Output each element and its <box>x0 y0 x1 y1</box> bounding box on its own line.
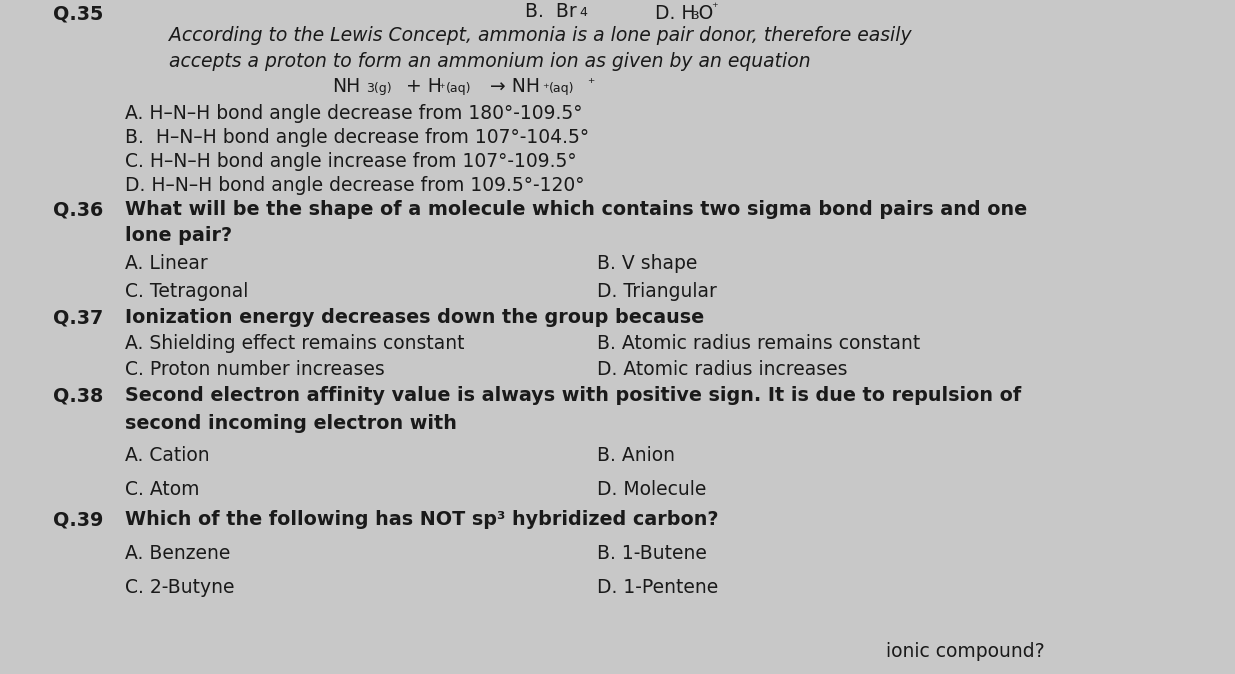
Text: D. 1-Pentene: D. 1-Pentene <box>597 578 719 597</box>
Text: → NH: → NH <box>484 77 541 96</box>
Text: Second electron affinity value is always with positive sign. It is due to repuls: Second electron affinity value is always… <box>125 386 1021 405</box>
Text: NH: NH <box>332 77 361 96</box>
Text: (aq): (aq) <box>446 82 472 95</box>
Text: B. V shape: B. V shape <box>597 254 698 273</box>
Text: Q.39: Q.39 <box>53 510 104 529</box>
Text: D. Molecule: D. Molecule <box>597 480 706 499</box>
Text: D. Atomic radius increases: D. Atomic radius increases <box>597 360 847 379</box>
Text: D. Triangular: D. Triangular <box>597 282 716 301</box>
Text: D. H–N–H bond angle decrease from 109.5°-120°: D. H–N–H bond angle decrease from 109.5°… <box>125 176 584 195</box>
Text: Q.38: Q.38 <box>53 386 104 405</box>
Text: A. Benzene: A. Benzene <box>125 544 231 563</box>
Text: ⁺: ⁺ <box>710 1 718 14</box>
Text: A. Shielding effect remains constant: A. Shielding effect remains constant <box>125 334 464 353</box>
Text: Q.37: Q.37 <box>53 308 104 327</box>
Text: C. Tetragonal: C. Tetragonal <box>125 282 248 301</box>
Text: Ionization energy decreases down the group because: Ionization energy decreases down the gro… <box>125 308 704 327</box>
Text: Which of the following has NOT sp³ hybridized carbon?: Which of the following has NOT sp³ hybri… <box>125 510 719 529</box>
Text: C. Proton number increases: C. Proton number increases <box>125 360 385 379</box>
Text: C. H–N–H bond angle increase from 107°-109.5°: C. H–N–H bond angle increase from 107°-1… <box>125 152 577 171</box>
Text: B.  H–N–H bond angle decrease from 107°-104.5°: B. H–N–H bond angle decrease from 107°-1… <box>125 128 589 147</box>
Text: ⁺: ⁺ <box>542 82 548 95</box>
Text: ⁺: ⁺ <box>438 82 445 95</box>
Text: second incoming electron with: second incoming electron with <box>125 414 457 433</box>
Text: B. Anion: B. Anion <box>597 446 676 465</box>
Text: + H: + H <box>400 77 441 96</box>
Text: Q.35: Q.35 <box>53 4 104 23</box>
Text: B.  Br: B. Br <box>525 2 577 21</box>
Text: 4: 4 <box>579 6 588 19</box>
Text: D. H: D. H <box>655 4 695 23</box>
Text: C. Atom: C. Atom <box>125 480 200 499</box>
Text: C. 2-Butyne: C. 2-Butyne <box>125 578 235 597</box>
Text: 3(g): 3(g) <box>366 82 391 95</box>
Text: accepts a proton to form an ammonium ion as given by an equation: accepts a proton to form an ammonium ion… <box>168 52 810 71</box>
Text: What will be the shape of a molecule which contains two sigma bond pairs and one: What will be the shape of a molecule whi… <box>125 200 1028 219</box>
Text: ionic compound?: ionic compound? <box>885 642 1045 661</box>
Text: ₃O: ₃O <box>692 4 714 23</box>
Text: (aq): (aq) <box>548 82 574 95</box>
Text: ⁺: ⁺ <box>588 77 595 91</box>
Text: Q.36: Q.36 <box>53 200 104 219</box>
Text: lone pair?: lone pair? <box>125 226 232 245</box>
Text: A. H–N–H bond angle decrease from 180°-109.5°: A. H–N–H bond angle decrease from 180°-1… <box>125 104 583 123</box>
Text: A. Linear: A. Linear <box>125 254 207 273</box>
Text: According to the Lewis Concept, ammonia is a lone pair donor, therefore easily: According to the Lewis Concept, ammonia … <box>168 26 911 45</box>
Text: B. Atomic radius remains constant: B. Atomic radius remains constant <box>597 334 920 353</box>
Text: A. Cation: A. Cation <box>125 446 210 465</box>
Text: B. 1-Butene: B. 1-Butene <box>597 544 706 563</box>
